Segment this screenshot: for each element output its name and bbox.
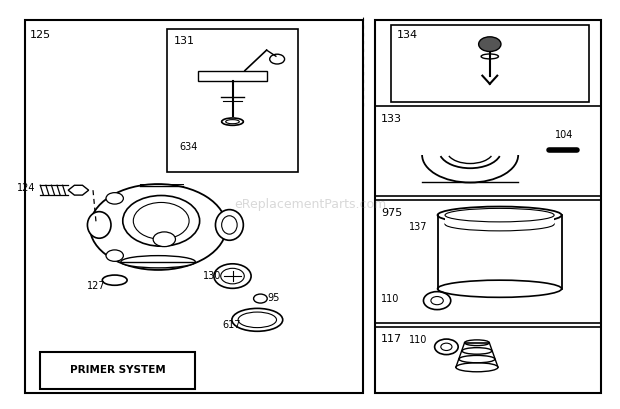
Text: 124: 124	[17, 183, 36, 193]
Text: 117: 117	[381, 335, 402, 344]
Circle shape	[106, 250, 123, 261]
Text: eReplacementParts.com: eReplacementParts.com	[234, 198, 386, 211]
Text: 137: 137	[409, 222, 428, 232]
Circle shape	[153, 232, 175, 247]
Ellipse shape	[422, 127, 518, 182]
Circle shape	[106, 193, 123, 204]
Bar	[375, 200, 601, 323]
Bar	[445, 215, 554, 224]
Text: 133: 133	[381, 114, 402, 124]
Ellipse shape	[121, 256, 195, 268]
Bar	[167, 29, 298, 172]
Text: 130: 130	[203, 271, 221, 281]
Bar	[25, 20, 363, 393]
Bar	[375, 20, 601, 393]
Bar	[391, 25, 589, 102]
Ellipse shape	[87, 212, 111, 238]
Ellipse shape	[438, 207, 562, 224]
Text: 634: 634	[180, 142, 198, 152]
Bar	[40, 352, 195, 389]
Text: 975: 975	[381, 208, 402, 218]
Text: 131: 131	[174, 36, 195, 46]
Text: 125: 125	[30, 30, 51, 40]
Bar	[408, 114, 532, 155]
Text: 95: 95	[268, 293, 280, 303]
Circle shape	[479, 37, 501, 52]
Text: 134: 134	[397, 30, 418, 40]
Text: 110: 110	[381, 294, 400, 303]
Ellipse shape	[445, 218, 554, 231]
Text: PRIMER SYSTEM: PRIMER SYSTEM	[70, 365, 166, 375]
Text: 127: 127	[87, 281, 105, 291]
Bar	[198, 70, 267, 81]
Text: 110: 110	[409, 335, 428, 345]
Ellipse shape	[90, 184, 226, 270]
Bar	[375, 106, 601, 196]
Text: 617: 617	[222, 320, 241, 330]
Ellipse shape	[216, 209, 243, 240]
Circle shape	[123, 196, 200, 246]
Text: 104: 104	[555, 130, 574, 140]
Bar	[375, 327, 601, 393]
